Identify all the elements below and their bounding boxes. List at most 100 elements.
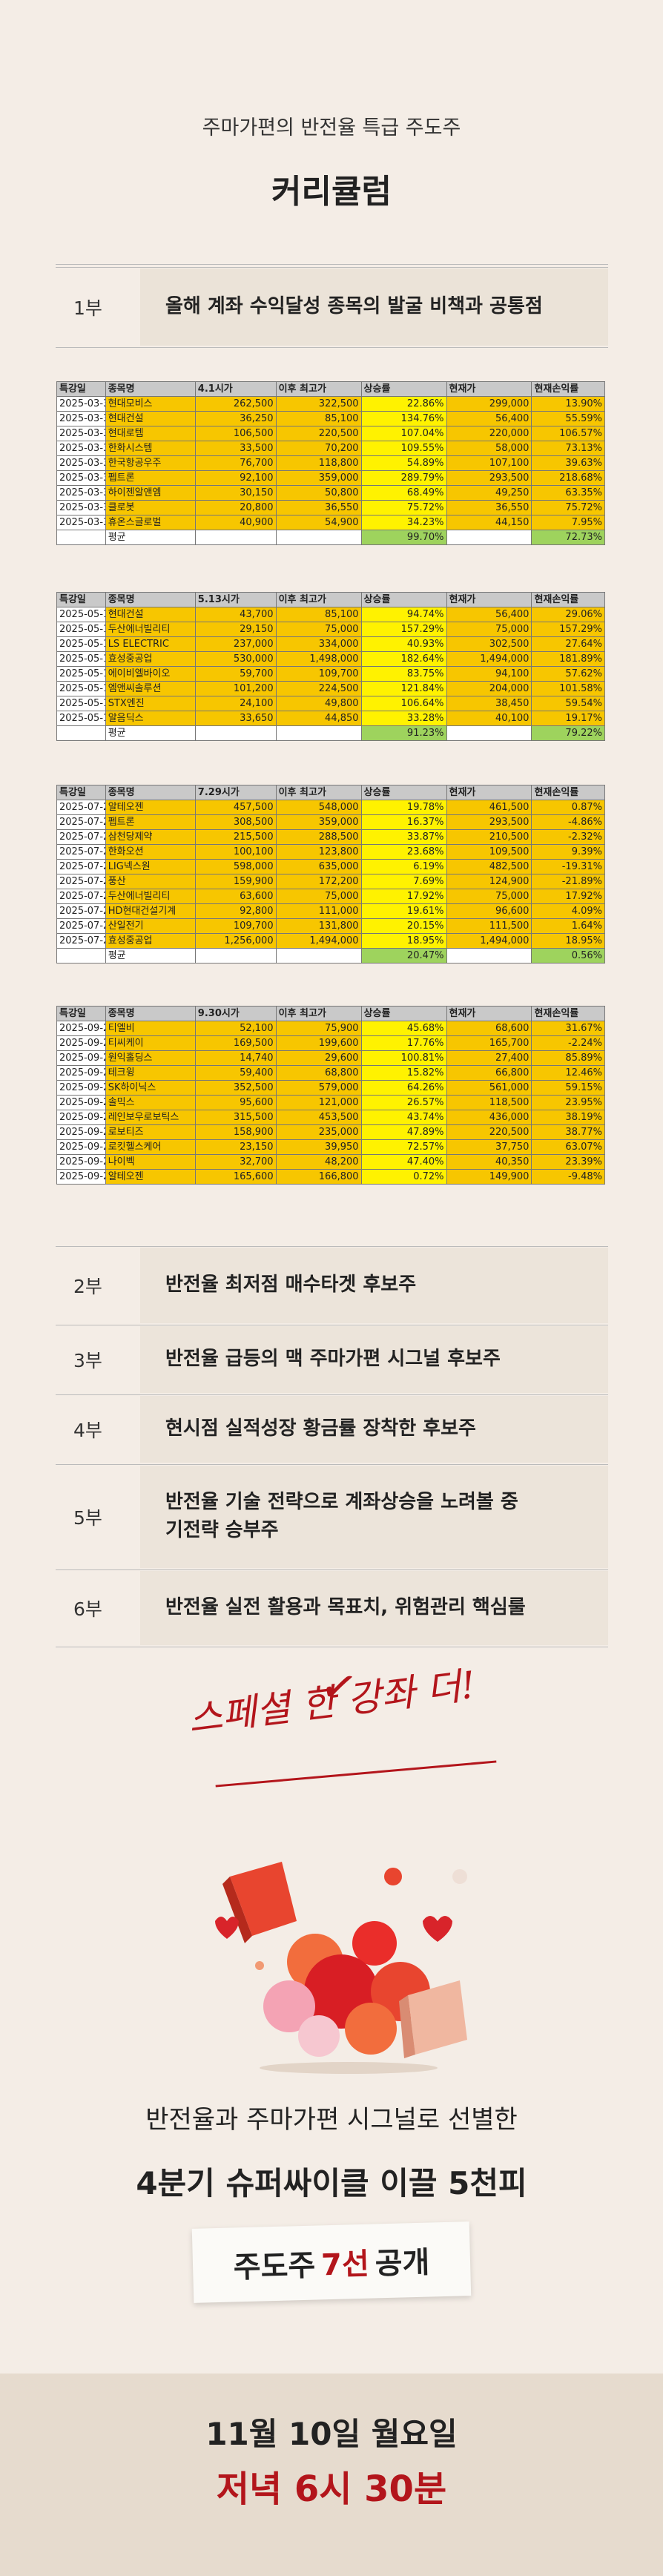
table-cell: 4.09% [531, 903, 605, 919]
table-cell: 23.95% [531, 1095, 605, 1110]
table-cell: 2025-03-31 [56, 485, 106, 501]
table-cell: 13.90% [531, 396, 605, 412]
curriculum-part-4: 4부 현시점 실적성장 황금률 장착한 후보주 [56, 1396, 608, 1463]
table-cell: 453,500 [275, 1110, 362, 1125]
table-cell: 52,100 [194, 1021, 277, 1036]
table-cell: 20,800 [194, 500, 277, 515]
table-cell: 111,000 [275, 903, 362, 919]
table-cell: 2025-09-29 [56, 1124, 106, 1140]
badge-text: 주도주 [233, 2248, 316, 2285]
table-row: 2025-09-29티엘비52,10075,90045.68%68,60031.… [56, 1021, 605, 1036]
table-cell: 134.76% [360, 411, 447, 426]
table-cell: 2025-09-29 [56, 1095, 106, 1110]
part-title: 올해 계좌 수익달성 종목의 발굴 비책과 공통점 [140, 269, 608, 346]
table-cell: 0.87% [531, 800, 605, 815]
table-cell: 2025-09-29 [56, 1110, 106, 1125]
average-row: 평균 91.23% 79.22% [56, 725, 605, 741]
table-cell: 54,900 [275, 515, 362, 530]
table-cell: 85.89% [531, 1050, 605, 1066]
table-cell: 한국항공우주 [105, 455, 196, 471]
table-cell: 레인보우로보틱스 [105, 1110, 196, 1125]
table-cell: 635,000 [275, 859, 362, 874]
table-cell: 두산에너빌리티 [105, 622, 196, 637]
schedule-date: 11월 10일 월요일 [205, 2416, 458, 2452]
table-header-row: 특강일 종목명 9.30시가 이후 최고가 상승률 현재가 현재손익률 [56, 1006, 605, 1021]
table-cell: 2025-05-12 [56, 711, 106, 726]
table-cell: 106.64% [360, 696, 447, 711]
table-cell: 16.37% [360, 814, 447, 830]
schedule-time: 저녁 6시 30분 [216, 2468, 447, 2510]
table-cell: 44,150 [446, 515, 532, 530]
table-cell: 30,150 [194, 485, 277, 501]
table-cell: 92,100 [194, 470, 277, 486]
table-header-row: 특강일 종목명 4.1시가 이후 최고가 상승률 현재가 현재손익률 [56, 381, 605, 397]
table-cell: 289.79% [360, 470, 447, 486]
table-cell: 457,500 [194, 800, 277, 815]
badge-text: 공개 [375, 2245, 430, 2282]
table-cell: 75,000 [275, 889, 362, 904]
table-cell: 풍산 [105, 874, 196, 889]
table-cell: 210,500 [446, 829, 532, 845]
table-row: 2025-09-29로킷헬스케어23,15039,95072.57%37,750… [56, 1139, 605, 1155]
table-cell: 75,900 [275, 1021, 362, 1036]
header-cell: 종목명 [105, 785, 196, 800]
table-cell: 7.69% [360, 874, 447, 889]
table-cell: 38,450 [446, 696, 532, 711]
table-cell: 26.57% [360, 1095, 447, 1110]
table-cell: 359,000 [275, 470, 362, 486]
table-cell: 로보티즈 [105, 1124, 196, 1140]
table-cell: 85,100 [275, 411, 362, 426]
table-cell: 149,900 [446, 1169, 532, 1185]
divider [56, 1246, 608, 1247]
table-cell: 40,900 [194, 515, 277, 530]
table-row: 2025-03-31현대로템106,500220,500107.04%220,0… [56, 426, 605, 441]
table-cell: 293,500 [446, 814, 532, 830]
header-cell: 상승률 [360, 785, 447, 800]
table-cell: 33.28% [360, 711, 447, 726]
table-cell: 43.74% [360, 1110, 447, 1125]
table-row: 2025-07-21두산에너빌리티63,60075,00017.92%75,00… [56, 889, 605, 904]
table-cell: 235,000 [275, 1124, 362, 1140]
table-cell: 2025-05-12 [56, 681, 106, 696]
table-cell: 펩트론 [105, 814, 196, 830]
table-cell: STX엔진 [105, 696, 196, 711]
table-cell: 548,000 [275, 800, 362, 815]
table-cell: 2025-05-12 [56, 696, 106, 711]
table-cell: 23.68% [360, 844, 447, 860]
table-cell: 휴온스글로벌 [105, 515, 196, 530]
page-subtitle: 주마가편의 반전율 특급 주도주 [202, 116, 461, 139]
table-cell: 158,900 [194, 1124, 277, 1140]
header-cell: 특강일 [56, 1006, 106, 1021]
schedule-band [0, 2374, 663, 2576]
table-cell: 172,200 [275, 874, 362, 889]
empty-cell [194, 530, 277, 545]
table-cell: 66,800 [446, 1065, 532, 1081]
table-cell: HD현대건설기계 [105, 903, 196, 919]
table-cell: 72.57% [360, 1139, 447, 1155]
table-cell: 322,500 [275, 396, 362, 412]
empty-cell [446, 948, 532, 963]
header-cell: 현재손익률 [531, 381, 605, 397]
table-cell: 106.57% [531, 426, 605, 441]
reveal-badge: 주도주 7선 공개 [191, 2221, 472, 2303]
table-cell: 효성중공업 [105, 933, 196, 949]
header-cell: 현재가 [446, 785, 532, 800]
table-cell: 37,750 [446, 1139, 532, 1155]
table-cell: 31.67% [531, 1021, 605, 1036]
table-cell: 2025-07-28 [56, 933, 106, 949]
table-cell: 33,500 [194, 441, 277, 456]
table-cell: 32,700 [194, 1154, 277, 1170]
divider [56, 347, 608, 348]
table-row: 2025-03-31클로봇20,80036,55075.72%36,55075.… [56, 500, 605, 515]
table-cell: 클로봇 [105, 500, 196, 515]
table-cell: 561,000 [446, 1080, 532, 1096]
table-row: 2025-03-31한국항공우주76,700118,80054.89%107,1… [56, 455, 605, 471]
header-cell: 종목명 [105, 381, 196, 397]
table-row: 2025-07-28알테오젠457,500548,00019.78%461,50… [56, 800, 605, 815]
table-cell: 한화시스템 [105, 441, 196, 456]
table-cell: 23,150 [194, 1139, 277, 1155]
header-cell: 이후 최고가 [275, 785, 362, 800]
